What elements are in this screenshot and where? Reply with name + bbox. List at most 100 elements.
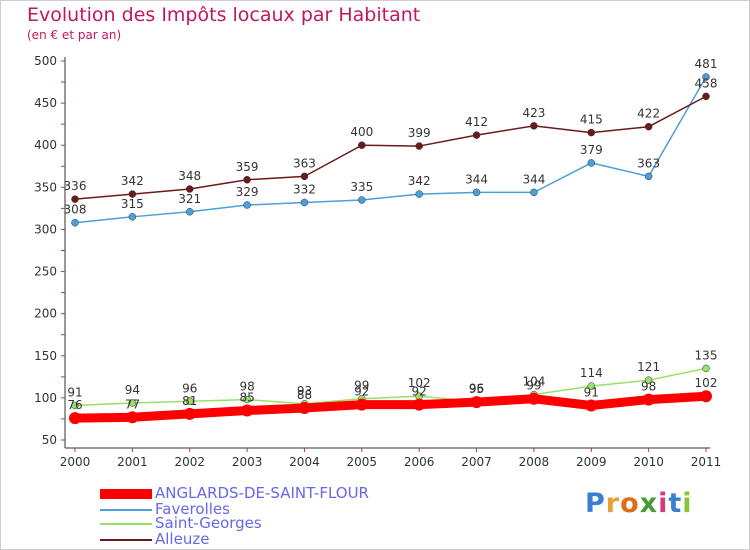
data-label: 88 bbox=[297, 388, 312, 402]
data-label: 98 bbox=[239, 380, 254, 394]
data-point bbox=[585, 399, 598, 412]
data-point bbox=[185, 397, 194, 406]
series-line-2 bbox=[74, 367, 707, 407]
data-point bbox=[355, 398, 368, 411]
data-label: 344 bbox=[465, 172, 488, 186]
data-point bbox=[472, 188, 481, 197]
x-tick-label: 2002 bbox=[174, 455, 205, 469]
data-label: 335 bbox=[350, 180, 373, 194]
data-point bbox=[298, 401, 311, 414]
legend-swatch-faverolles bbox=[100, 509, 152, 511]
series-line-3 bbox=[74, 95, 707, 200]
data-point bbox=[243, 201, 251, 209]
x-tick-label: 2000 bbox=[60, 455, 91, 469]
x-tick-label: 2001 bbox=[117, 455, 148, 469]
legend-swatch-anglards bbox=[100, 489, 152, 499]
data-point bbox=[69, 412, 81, 425]
data-point bbox=[71, 401, 79, 410]
logo-letter: r bbox=[605, 488, 621, 519]
data-label: 400 bbox=[350, 125, 373, 139]
y-tick-label: 450 bbox=[34, 96, 57, 110]
data-point bbox=[128, 190, 137, 198]
data-label: 359 bbox=[236, 160, 259, 174]
legend-swatch-saint-georges bbox=[100, 523, 152, 525]
data-label: 93 bbox=[297, 384, 312, 398]
x-tick-label: 2011 bbox=[691, 455, 722, 469]
data-label: 379 bbox=[580, 143, 603, 157]
x-tick-label: 2005 bbox=[347, 455, 378, 469]
data-point bbox=[700, 390, 712, 403]
data-label: 91 bbox=[584, 385, 599, 399]
chart-subtitle: (en € et par an) bbox=[27, 28, 122, 42]
x-tick-label: 2010 bbox=[633, 455, 664, 469]
x-tick-label: 2006 bbox=[404, 455, 435, 469]
y-tick-label: 200 bbox=[34, 307, 57, 321]
chart-series bbox=[69, 73, 712, 425]
data-point bbox=[300, 198, 309, 207]
y-tick-label: 300 bbox=[34, 222, 57, 236]
logo-letter: o bbox=[620, 488, 640, 519]
data-label: 91 bbox=[67, 385, 82, 399]
data-point bbox=[530, 122, 538, 130]
y-tick-label: 500 bbox=[34, 54, 57, 68]
data-label: 422 bbox=[637, 107, 660, 121]
y-tick-label: 50 bbox=[42, 433, 57, 447]
x-tick-label: 2009 bbox=[576, 455, 607, 469]
data-point bbox=[587, 159, 596, 167]
legend-label-anglards: ANGLARDS-DE-SAINT-FLOUR bbox=[155, 484, 369, 502]
data-label: 92 bbox=[412, 385, 427, 399]
data-point bbox=[644, 122, 653, 131]
chart-axes: 50 100 150 200 250 300 350 400 450 500 2000 2001 200… bbox=[34, 54, 721, 469]
series-line-0 bbox=[74, 391, 707, 423]
data-label: 98 bbox=[641, 380, 656, 394]
data-point bbox=[358, 141, 366, 149]
data-label: 135 bbox=[695, 348, 718, 362]
data-point bbox=[183, 407, 196, 420]
data-point bbox=[243, 176, 251, 184]
data-point bbox=[358, 196, 366, 204]
data-point bbox=[413, 398, 426, 411]
data-label: 102 bbox=[408, 376, 431, 390]
data-label: 114 bbox=[580, 366, 603, 380]
data-point bbox=[126, 411, 139, 424]
data-label: 329 bbox=[236, 185, 259, 199]
data-point bbox=[702, 92, 710, 101]
proxiti-logo: Proxiti bbox=[585, 488, 693, 519]
data-label: 77 bbox=[125, 397, 140, 411]
logo-letter: i bbox=[658, 488, 669, 519]
legend-label-alleuze: Alleuze bbox=[155, 530, 210, 548]
data-point bbox=[185, 185, 194, 193]
data-point bbox=[702, 364, 710, 373]
data-label: 481 bbox=[695, 57, 718, 71]
data-label: 81 bbox=[182, 394, 197, 408]
data-label: 92 bbox=[354, 385, 369, 399]
data-label: 96 bbox=[469, 381, 484, 395]
data-label: 85 bbox=[239, 391, 254, 405]
data-point bbox=[415, 142, 423, 150]
data-point bbox=[587, 382, 596, 390]
data-label: 99 bbox=[526, 379, 541, 393]
y-tick-label: 350 bbox=[34, 180, 57, 194]
x-tick-label: 2003 bbox=[232, 455, 263, 469]
series-line-1 bbox=[74, 76, 707, 224]
data-label: 412 bbox=[465, 115, 488, 129]
chart-data-labels: 308 315 321 329 332 335 342 344 344 379 363 481 336 3… bbox=[64, 57, 718, 412]
data-point bbox=[415, 190, 423, 198]
logo-letter: i bbox=[682, 488, 693, 519]
data-label: 336 bbox=[64, 179, 87, 193]
data-label: 95 bbox=[469, 382, 484, 396]
logo-letter: P bbox=[585, 488, 606, 519]
data-point bbox=[128, 213, 137, 221]
y-tick-label: 400 bbox=[34, 138, 57, 152]
data-point bbox=[71, 195, 79, 203]
chart-title: Evolution des Impôts locaux par Habitant bbox=[27, 4, 421, 26]
data-point bbox=[241, 404, 254, 417]
data-label: 96 bbox=[182, 381, 197, 395]
data-label: 321 bbox=[178, 192, 201, 206]
data-label: 342 bbox=[121, 174, 144, 188]
data-label: 399 bbox=[408, 126, 431, 140]
data-point bbox=[644, 172, 653, 181]
data-point bbox=[71, 218, 79, 227]
